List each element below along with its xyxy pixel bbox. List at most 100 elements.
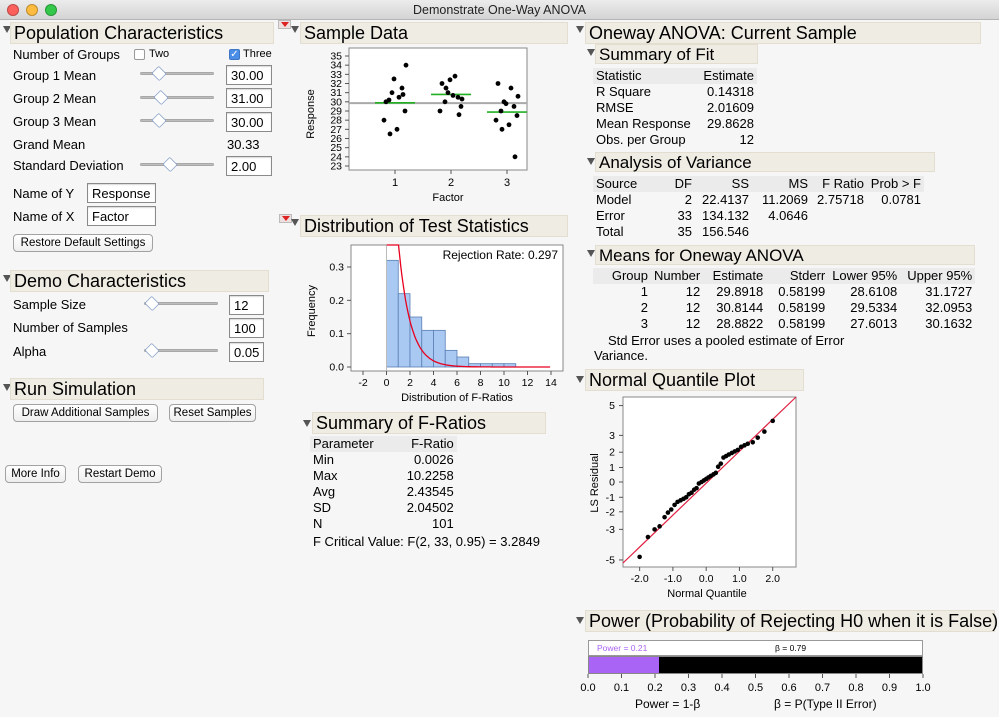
restart-demo-button[interactable]: Restart Demo [78,465,162,483]
y-axis-label: Frequency [306,285,318,337]
means-note: Std Error uses a pooled estimate of Erro… [608,333,845,348]
data-point [662,514,667,520]
y-axis-label: LS Residual [589,453,601,512]
sd-field[interactable] [226,156,272,176]
two-groups-checkbox[interactable] [134,49,145,60]
column-header: Group [593,268,651,284]
disclosure-triangle-icon[interactable] [587,49,595,56]
y-tick-label: 29 [330,106,342,118]
sd-slider[interactable] [140,156,214,173]
table-cell: RMSE [596,100,634,115]
num-samples-field[interactable] [229,318,264,338]
sample-size-slider[interactable] [144,295,218,312]
x-tick-label: 2 [448,177,454,189]
app-content: Population Characteristics Number of Gro… [0,20,999,717]
alpha-slider[interactable] [144,342,218,359]
data-point [503,101,509,107]
column-header: DF [651,176,695,192]
data-point [455,94,461,100]
window-title: Demonstrate One-Way ANOVA [413,3,586,17]
reset-samples-button[interactable]: Reset Samples [169,404,256,422]
disclosure-triangle-icon[interactable] [3,26,11,33]
data-point [437,108,443,114]
table-cell: 32.0953 [925,300,973,315]
table-row: Model 2 22.4137 11.2069 2.75718 0.0781 [593,192,924,208]
slider-thumb[interactable] [151,65,167,82]
y-tick-label: 23 [330,161,342,173]
beta-label: β = 0.79 [775,643,807,653]
group3-slider[interactable] [140,112,214,129]
three-groups-checkbox[interactable]: ✓ [229,49,240,60]
table-cell: Mean Response [596,116,691,131]
group1-mean-field[interactable] [226,65,272,85]
y-tick-label: 0.0 [329,362,344,374]
table-cell: Avg [313,484,336,499]
group3-label: Group 3 Mean [13,114,97,129]
name-y-label: Name of Y [13,186,75,201]
y-tick-label: 5 [609,400,615,412]
disclosure-triangle-icon[interactable] [576,376,584,383]
data-point [514,113,520,118]
two-label: Two [149,48,170,60]
data-point [506,122,512,128]
slider-thumb[interactable] [153,89,169,106]
name-x-label: Name of X [13,209,75,224]
table-cell: 30.1632 [925,316,973,331]
disclosure-triangle-icon[interactable] [3,275,11,282]
means-header: Means for Oneway ANOVA [595,245,975,265]
table-cell: 3 [640,316,648,331]
column-header: F Ratio [811,176,867,192]
disclosure-triangle-icon[interactable] [576,617,584,624]
y-tick-label: 3 [609,430,615,442]
disclosure-triangle-icon[interactable] [576,26,584,33]
disclosure-triangle-icon[interactable] [303,420,311,427]
table-cell: 0.0026 [413,452,454,467]
table-cell: 31.1727 [925,284,973,299]
restore-defaults-button[interactable]: Restore Default Settings [13,234,153,252]
close-window-button[interactable] [7,4,19,16]
red-triangle-menu-icon[interactable] [278,20,291,29]
data-point [762,429,767,434]
disclosure-triangle-icon[interactable] [587,158,595,165]
disclosure-triangle-icon[interactable] [3,384,11,391]
table-cell: SD [313,500,332,515]
data-point [735,447,741,453]
slider-thumb[interactable] [144,295,160,312]
name-x-field[interactable] [87,206,156,226]
disclosure-triangle-icon[interactable] [291,219,299,226]
slider-thumb[interactable] [151,112,167,129]
more-info-button[interactable]: More Info [5,465,66,483]
alpha-field[interactable] [229,342,264,362]
beta-caption: β = P(Type II Error) [774,697,877,711]
num-groups-label: Number of Groups [13,47,120,62]
disclosure-triangle-icon[interactable] [291,26,299,33]
column-header: Upper 95% [900,268,976,284]
name-y-field[interactable] [87,183,156,203]
zoom-window-button[interactable] [45,4,57,16]
table-cell: 101 [432,516,454,531]
table-cell: 33 [677,208,692,223]
slider-thumb[interactable] [144,342,160,359]
window-titlebar: Demonstrate One-Way ANOVA [0,0,999,20]
disclosure-triangle-icon[interactable] [587,250,595,257]
draw-samples-button[interactable]: Draw Additional Samples [13,404,158,422]
column-header: Estimate [699,68,757,84]
table-cell: 0.58199 [778,300,826,315]
x-tick-label: 12 [522,377,534,389]
table-row: Error 33 134.132 4.0646 [593,208,924,224]
data-point [694,485,699,491]
group2-mean-field[interactable] [226,88,272,108]
data-point [445,90,451,96]
slider-thumb[interactable] [162,156,178,173]
data-point [459,96,465,102]
red-triangle-menu-icon[interactable] [279,214,292,223]
table-row: Avg 2.43545 [310,484,457,500]
group2-slider[interactable] [140,89,214,106]
data-point [511,104,517,109]
sample-size-field[interactable] [229,295,264,315]
y-tick-label: 0.1 [329,328,344,340]
minimize-window-button[interactable] [26,4,38,16]
group1-slider[interactable] [140,65,214,82]
group3-mean-field[interactable] [226,112,272,132]
table-cell: 2.43545 [406,484,454,499]
